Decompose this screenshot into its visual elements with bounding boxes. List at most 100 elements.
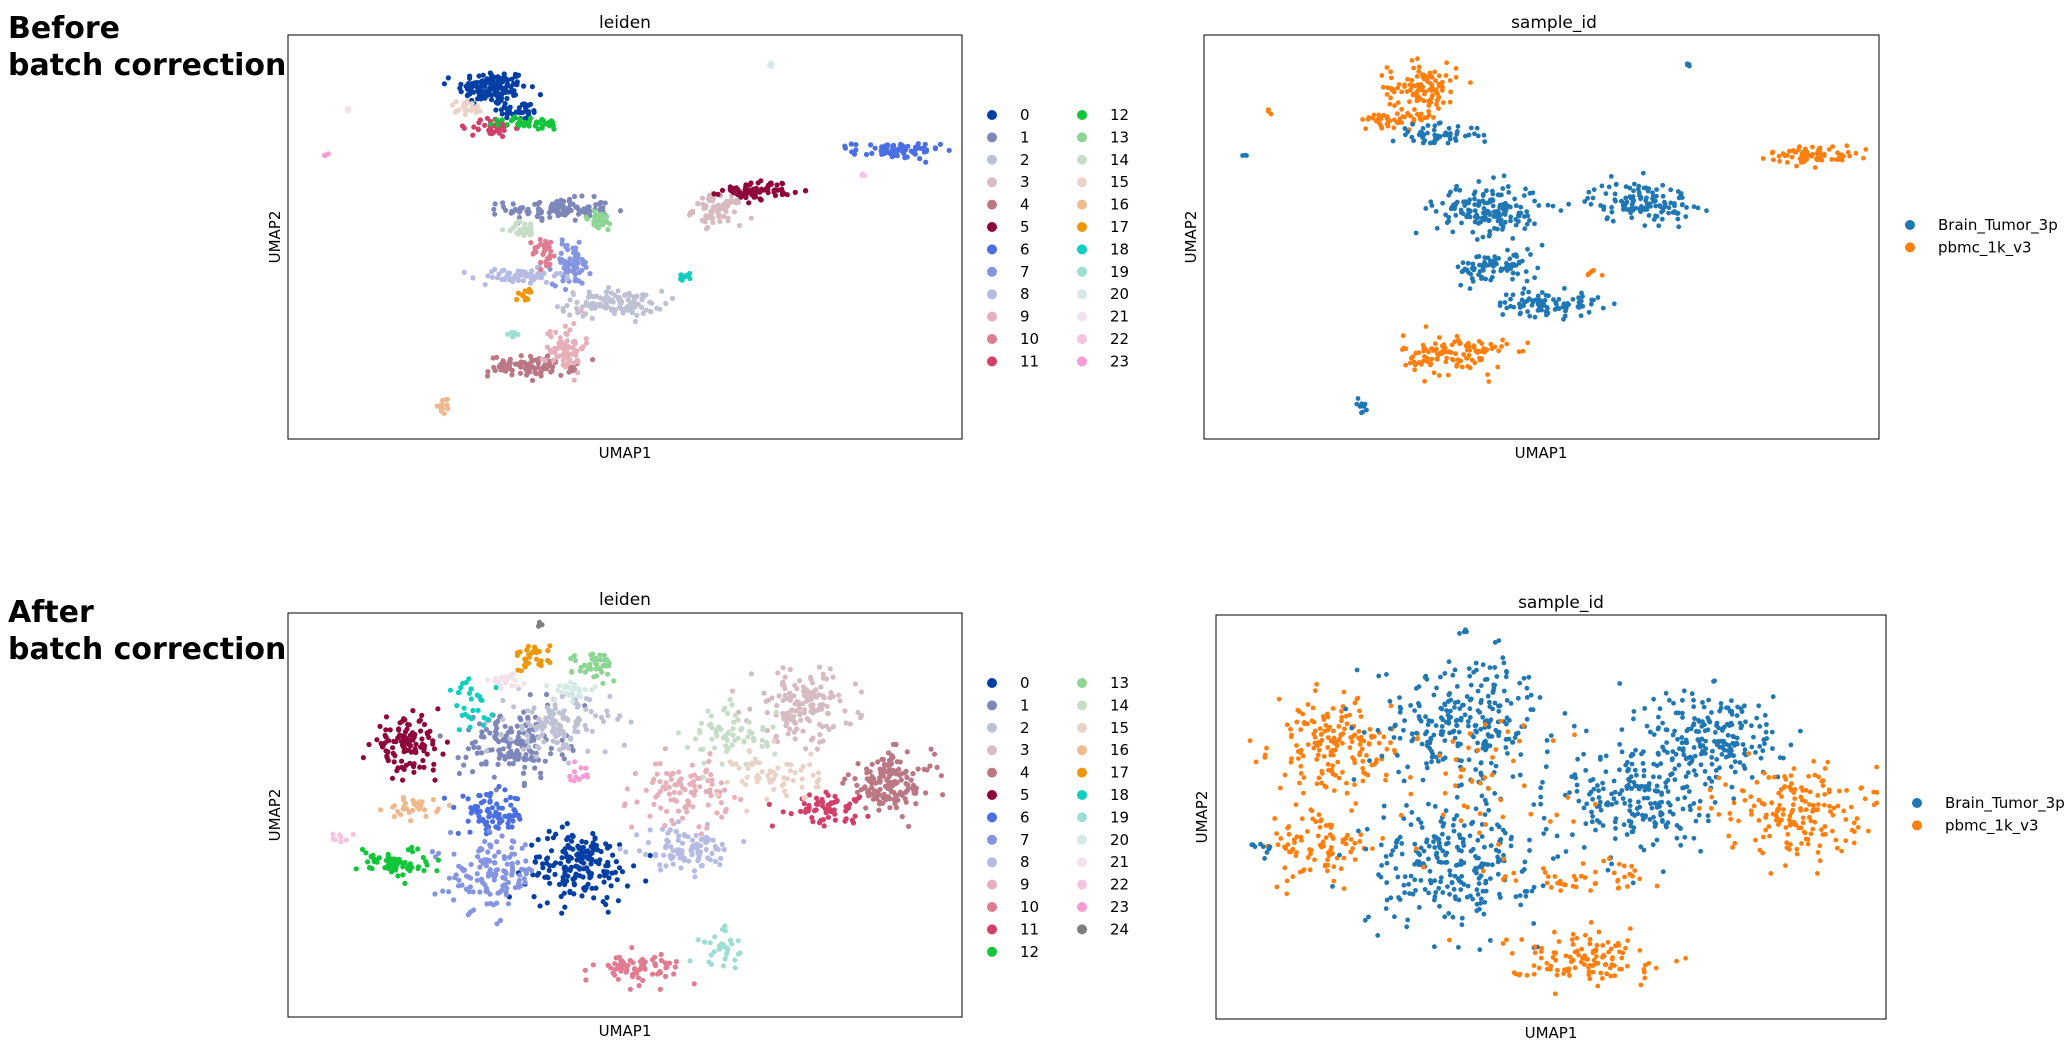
legend-label: 22 [1110, 330, 1129, 348]
data-point [1457, 706, 1463, 711]
data-point [1288, 726, 1293, 732]
data-point [639, 295, 646, 301]
data-point [1322, 783, 1328, 789]
data-point [690, 804, 696, 810]
data-point [851, 797, 857, 803]
data-point [1654, 837, 1660, 843]
data-point [782, 692, 788, 699]
data-point [462, 111, 468, 118]
data-point [1620, 796, 1626, 801]
data-point [392, 753, 398, 759]
data-point [572, 728, 578, 735]
data-point [502, 275, 508, 281]
data-point [1366, 741, 1372, 746]
data-point [1454, 717, 1460, 723]
data-point [1422, 887, 1428, 892]
data-point [1408, 113, 1413, 119]
data-point [1445, 835, 1451, 841]
data-point [794, 686, 800, 692]
data-point [421, 721, 428, 728]
data-point [591, 208, 598, 214]
data-point [437, 733, 443, 739]
data-point [1501, 660, 1507, 666]
data-point [475, 106, 481, 112]
data-point [760, 724, 766, 731]
data-point [384, 755, 390, 761]
data-point [533, 854, 540, 860]
data-point [797, 710, 803, 716]
data-point [496, 849, 502, 855]
data-point [763, 698, 769, 704]
data-point [1426, 856, 1431, 862]
legend-label: 12 [1020, 943, 1039, 961]
data-point [1265, 108, 1271, 114]
data-point [547, 347, 553, 353]
data-point [899, 814, 905, 820]
data-point [1468, 696, 1474, 702]
data-point [1282, 865, 1288, 871]
data-point [1500, 827, 1506, 833]
data-point [572, 254, 578, 260]
legend-label: 17 [1110, 764, 1129, 782]
data-point [494, 100, 500, 106]
data-point [1412, 708, 1417, 713]
data-point [1456, 944, 1461, 950]
data-point [649, 957, 656, 963]
data-point [538, 373, 544, 379]
data-point [1679, 195, 1685, 201]
data-point [1438, 674, 1443, 680]
data-point [536, 870, 542, 876]
data-point [1388, 740, 1393, 746]
legend-label: 11 [1020, 920, 1039, 938]
data-point [563, 683, 569, 689]
data-point [1419, 825, 1425, 830]
data-point [708, 952, 714, 958]
data-point [1418, 845, 1424, 851]
data-point [629, 944, 635, 951]
data-point [539, 215, 545, 221]
data-point [1365, 772, 1371, 778]
data-point [870, 796, 876, 802]
data-point [1656, 223, 1662, 229]
data-point [1449, 880, 1455, 886]
legend-marker [1077, 289, 1087, 300]
data-point [1495, 729, 1500, 735]
data-point [466, 889, 472, 895]
data-point [1264, 745, 1269, 751]
data-point [400, 795, 407, 801]
data-point [521, 271, 527, 277]
data-point [1312, 688, 1318, 694]
data-point [1297, 869, 1303, 875]
legend-marker [987, 266, 997, 277]
data-point [752, 756, 758, 762]
data-point [1538, 305, 1543, 310]
data-point [563, 850, 569, 856]
data-point [801, 801, 807, 807]
data-point [529, 358, 536, 364]
data-point [512, 884, 519, 891]
data-point [884, 144, 890, 150]
data-point [490, 818, 496, 825]
data-point [1395, 753, 1400, 758]
data-point [622, 801, 628, 807]
data-point [705, 708, 711, 714]
data-point [1458, 858, 1464, 864]
data-point [1453, 138, 1459, 144]
data-point [687, 958, 693, 964]
data-point [604, 294, 610, 300]
data-point [727, 184, 733, 190]
data-point [1693, 772, 1699, 778]
data-point [1517, 772, 1523, 778]
data-point [1489, 346, 1495, 351]
legend-marker [987, 946, 997, 957]
data-point [1538, 801, 1544, 807]
data-point [823, 810, 829, 816]
data-point [501, 676, 507, 683]
data-point [470, 889, 476, 895]
data-point [550, 738, 556, 744]
data-point [1333, 772, 1338, 778]
data-point [1355, 396, 1361, 401]
data-point [480, 722, 487, 728]
data-point [510, 704, 517, 710]
data-point [1567, 790, 1572, 795]
